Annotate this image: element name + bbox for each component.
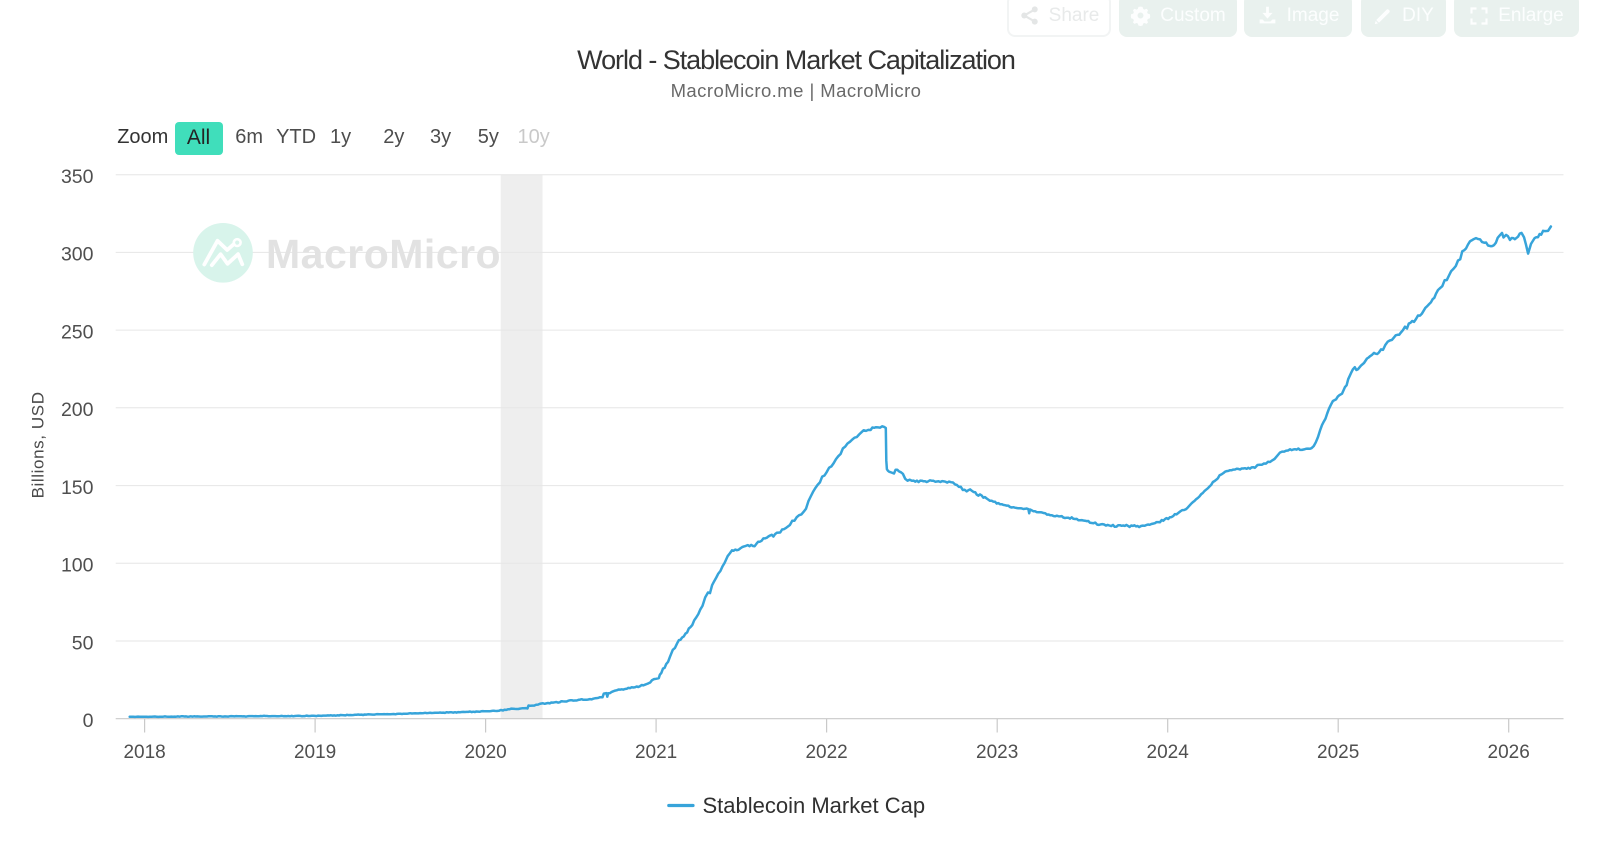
svg-text:Billions, USD: Billions, USD — [29, 391, 48, 498]
svg-text:200: 200 — [61, 399, 94, 421]
svg-text:2019: 2019 — [294, 742, 336, 763]
svg-text:350: 350 — [61, 166, 94, 188]
svg-text:2021: 2021 — [635, 742, 677, 763]
svg-text:50: 50 — [72, 632, 94, 654]
svg-text:Stablecoin Market Cap: Stablecoin Market Cap — [703, 793, 926, 818]
svg-text:2022: 2022 — [805, 742, 847, 763]
svg-text:World - Stablecoin Market Capi: World - Stablecoin Market Capitalization — [577, 45, 1015, 75]
svg-text:2025: 2025 — [1317, 742, 1359, 763]
svg-text:2023: 2023 — [976, 742, 1018, 763]
svg-text:MacroMicro.me | MacroMicro: MacroMicro.me | MacroMicro — [671, 80, 922, 101]
svg-text:250: 250 — [61, 321, 94, 343]
svg-text:2024: 2024 — [1147, 742, 1190, 763]
svg-text:2026: 2026 — [1488, 742, 1530, 763]
svg-text:0: 0 — [83, 710, 94, 732]
svg-text:MacroMicro: MacroMicro — [266, 231, 501, 277]
svg-text:300: 300 — [61, 244, 94, 266]
svg-text:150: 150 — [61, 477, 94, 499]
svg-text:100: 100 — [61, 555, 94, 577]
svg-text:2018: 2018 — [123, 742, 165, 763]
svg-text:2020: 2020 — [464, 742, 506, 763]
